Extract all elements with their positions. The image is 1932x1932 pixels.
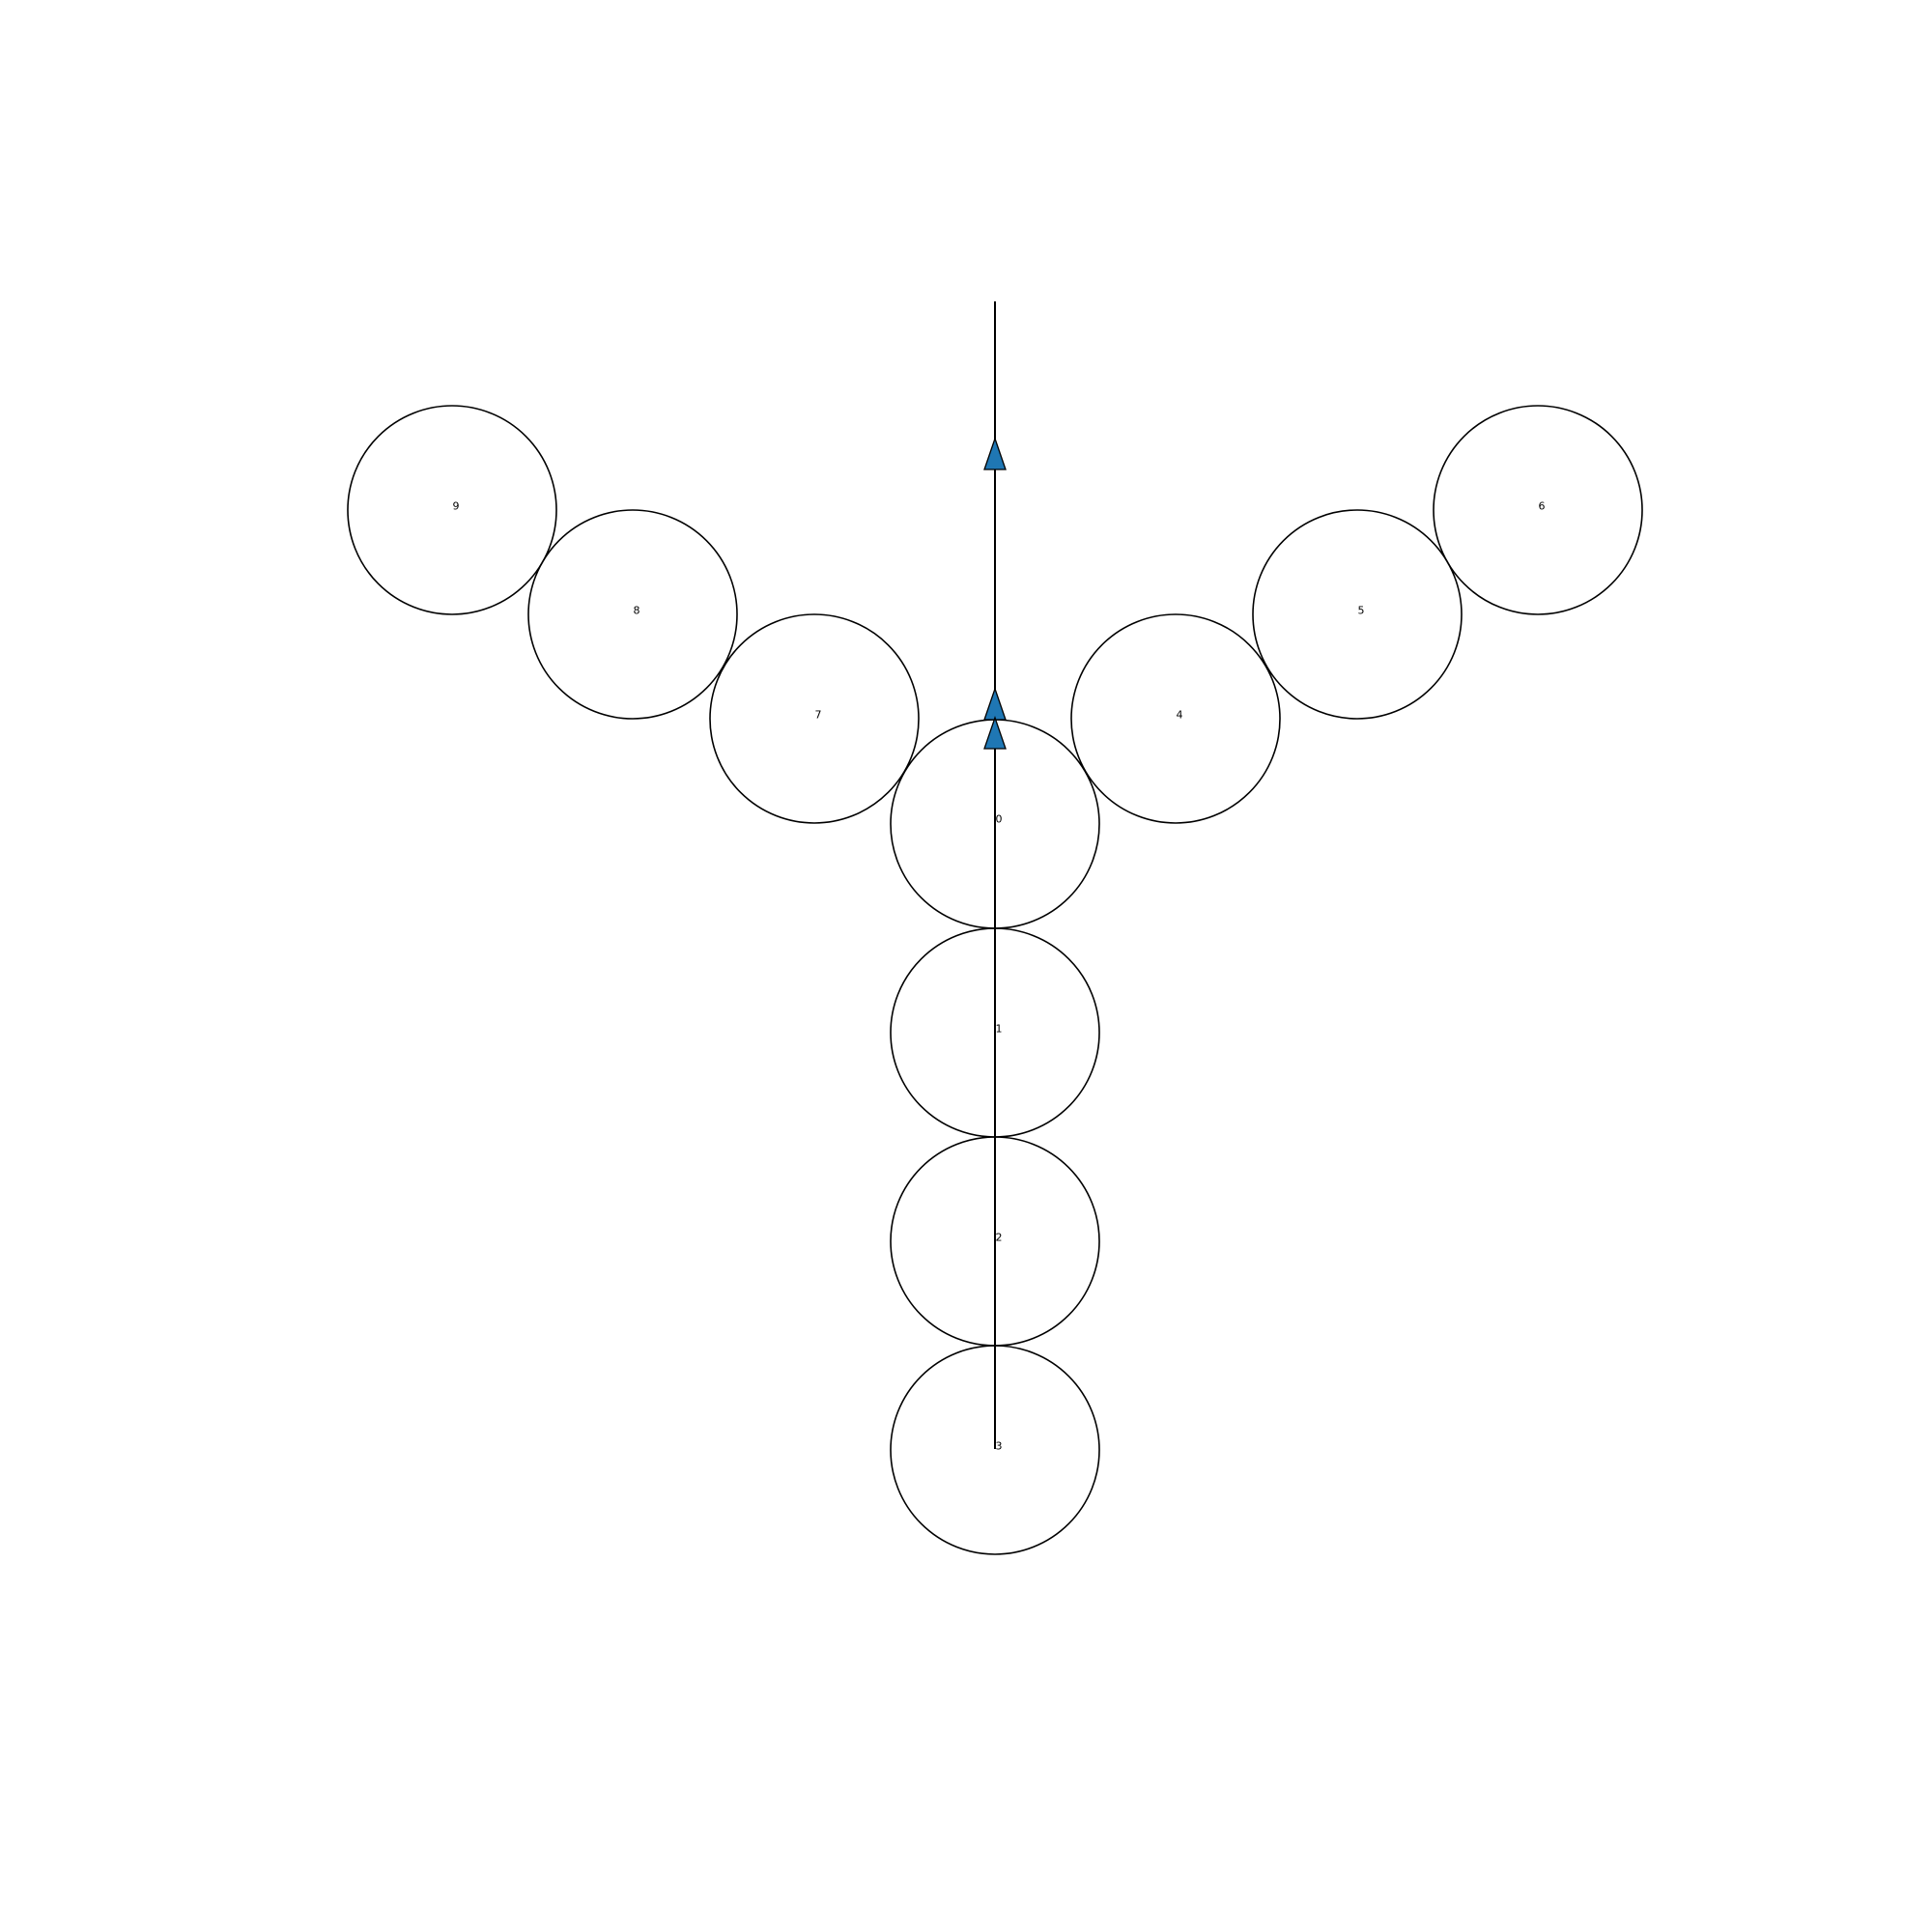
node-5-circle — [1252, 509, 1463, 720]
node-7: 7 — [709, 613, 920, 824]
node-9-label: 9 — [453, 500, 460, 513]
node-3-circle — [890, 1345, 1100, 1555]
node-3-label: 3 — [996, 1440, 1003, 1453]
node-5: 5 — [1252, 509, 1463, 720]
node-8-circle — [527, 509, 738, 720]
node-0-label: 0 — [996, 813, 1003, 826]
node-3: 3 — [890, 1345, 1100, 1555]
node-6-label: 6 — [1539, 500, 1546, 513]
node-1-label: 1 — [996, 1023, 1003, 1036]
node-8: 8 — [527, 509, 738, 720]
node-8-label: 8 — [634, 605, 640, 617]
arrowhead-middle — [983, 687, 1007, 721]
node-9: 9 — [347, 405, 557, 615]
node-7-circle — [709, 613, 920, 824]
node-6: 6 — [1433, 405, 1643, 615]
node-9-circle — [347, 405, 557, 615]
node-2-label: 2 — [996, 1232, 1003, 1244]
node-6-circle — [1433, 405, 1643, 615]
node-4-label: 4 — [1177, 709, 1183, 722]
node-4-circle — [1070, 613, 1281, 824]
arrowhead-lower — [983, 716, 1007, 750]
arrowhead-top — [983, 437, 1007, 470]
node-5-label: 5 — [1358, 605, 1365, 617]
node-7-label: 7 — [815, 709, 822, 722]
node-4: 4 — [1070, 613, 1281, 824]
